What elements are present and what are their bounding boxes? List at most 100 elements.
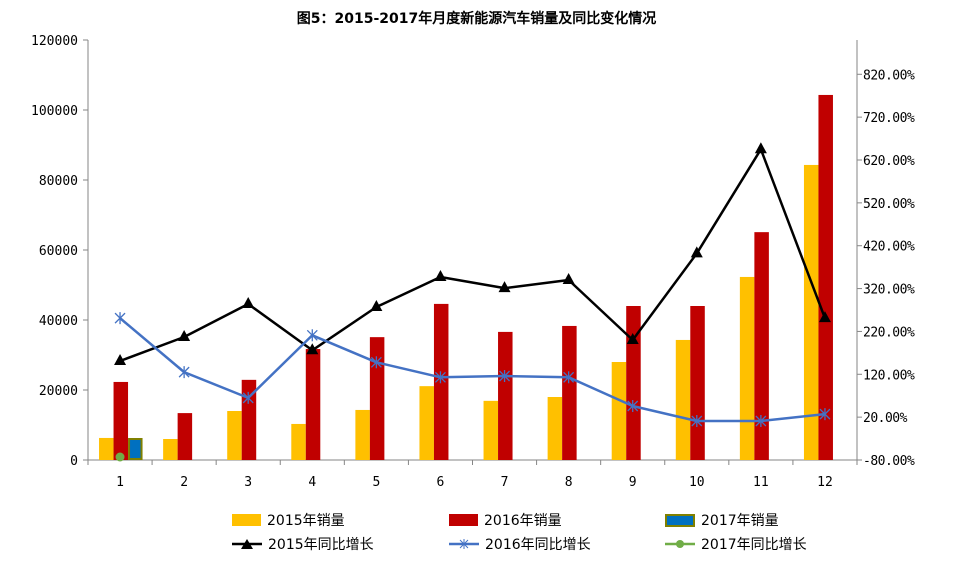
right-axis-tick-label: 220.00% — [863, 325, 915, 340]
right-axis-tick-label: 720.00% — [863, 111, 915, 126]
point-2016-4 — [306, 329, 318, 342]
bar-2015-12 — [803, 164, 819, 460]
bar-2015-7 — [483, 400, 499, 460]
x-axis-tick-label: 5 — [372, 475, 380, 490]
point-2015-12 — [818, 311, 831, 323]
point-2015-6 — [434, 270, 447, 281]
point-2015-10 — [690, 246, 703, 258]
right-axis-tick-label: 620.00% — [863, 154, 915, 169]
right-axis-tick-label: 420.00% — [863, 240, 915, 255]
bar-2016-12 — [818, 94, 833, 460]
bar-2015-4 — [291, 423, 306, 460]
point-2016-1 — [114, 312, 126, 325]
legend-label: 2017年同比增长 — [701, 537, 807, 553]
point-2015-11 — [754, 142, 767, 154]
x-axis-tick-label: 12 — [817, 475, 833, 490]
x-axis-tick-label: 6 — [437, 475, 445, 490]
legend-item-2016-sales: 2016年销量 — [449, 511, 562, 529]
bar-2015-11 — [739, 276, 755, 460]
x-axis-tick-label: 11 — [753, 475, 769, 490]
bar-2015-8 — [547, 397, 563, 460]
x-axis-tick-label: 9 — [629, 475, 637, 490]
bar-2016-1 — [113, 381, 129, 460]
x-axis-tick-label: 3 — [244, 475, 252, 490]
bar-2016-8 — [562, 325, 577, 460]
bar-2015-6 — [419, 386, 434, 460]
line-2016 — [119, 317, 826, 423]
right-axis-tick-label: 520.00% — [863, 197, 915, 212]
point-2016-11 — [755, 415, 767, 427]
legend-label: 2015年同比增长 — [268, 537, 374, 553]
bar-2015-10 — [675, 339, 691, 460]
point-2015-9 — [626, 333, 639, 344]
bar-2016-6 — [433, 303, 449, 460]
legend-swatch — [665, 513, 695, 527]
bar-2015-1 — [99, 437, 114, 460]
left-axis-tick-label: 0 — [70, 454, 78, 469]
bar-2016-10 — [690, 306, 705, 460]
legend-item-2015-growth: 2015年同比增长 — [232, 535, 374, 553]
x-axis-tick-label: 2 — [180, 475, 188, 490]
left-axis-tick-label: 100000 — [31, 104, 78, 119]
point-2016-2 — [178, 366, 190, 379]
legend-label: 2017年销量 — [701, 513, 779, 529]
legend-line-marker-icon — [665, 540, 695, 548]
left-axis-tick-label: 60000 — [39, 244, 78, 259]
legend-swatch — [449, 514, 478, 526]
point-2015-2 — [178, 330, 191, 341]
x-axis-tick-label: 1 — [116, 475, 124, 490]
bar-2016-5 — [369, 337, 385, 460]
legend-item-2017-growth: 2017年同比增长 — [665, 535, 807, 553]
point-2017-1 — [115, 452, 125, 462]
x-axis-tick-label: 10 — [689, 475, 705, 490]
bar-2017-1 — [128, 438, 143, 460]
point-2016-8 — [563, 371, 575, 384]
legend-label: 2015年销量 — [267, 513, 345, 529]
left-axis-tick-label: 120000 — [31, 34, 78, 49]
bar-2016-9 — [626, 306, 641, 460]
x-axis-tick-label: 7 — [501, 475, 509, 490]
point-2015-8 — [562, 273, 575, 284]
point-2016-12 — [819, 408, 831, 421]
legend-line-marker-icon — [232, 539, 262, 549]
point-2016-7 — [499, 370, 511, 382]
point-2015-4 — [306, 343, 319, 355]
point-2016-3 — [242, 391, 254, 404]
point-2016-6 — [434, 371, 446, 384]
point-2016-9 — [627, 400, 639, 412]
left-axis-tick-label: 80000 — [39, 174, 78, 189]
point-2016-10 — [691, 415, 703, 427]
bar-2015-5 — [355, 409, 370, 460]
bar-2016-4 — [305, 349, 321, 460]
point-2016-5 — [370, 356, 382, 369]
left-axis-tick-label: 20000 — [39, 384, 78, 399]
legend-item-2017-sales: 2017年销量 — [665, 511, 779, 529]
left-axis-tick-label: 40000 — [39, 314, 78, 329]
point-2015-3 — [242, 297, 255, 308]
bar-2015-2 — [163, 439, 178, 460]
point-2015-1 — [114, 354, 127, 365]
x-axis-tick-label: 4 — [308, 475, 316, 490]
legend-item-2015-sales: 2015年销量 — [232, 511, 345, 529]
bar-2015-9 — [611, 362, 627, 460]
bar-2015-3 — [227, 411, 242, 460]
right-axis-tick-label: 820.00% — [863, 68, 915, 83]
legend-item-2016-growth: 2016年同比增长 — [449, 535, 591, 553]
point-2015-7 — [498, 281, 511, 293]
point-2015-5 — [370, 300, 383, 311]
chart-title: 图5：2015-2017年月度新能源汽车销量及同比变化情况 — [296, 11, 657, 27]
right-axis-tick-label: 20.00% — [863, 411, 908, 426]
bar-2016-11 — [754, 232, 769, 460]
x-axis-tick-label: 8 — [565, 475, 573, 490]
legend-line-marker-icon — [449, 539, 479, 549]
legend-label: 2016年同比增长 — [485, 537, 591, 553]
bar-2016-2 — [177, 413, 193, 460]
right-axis-tick-label: 320.00% — [863, 283, 915, 298]
line-2015 — [119, 148, 827, 363]
legend-label: 2016年销量 — [484, 513, 562, 529]
right-axis-tick-label: -80.00% — [863, 454, 915, 469]
bar-2016-7 — [498, 331, 513, 460]
legend-swatch — [232, 514, 261, 526]
right-axis-tick-label: 120.00% — [863, 368, 915, 383]
